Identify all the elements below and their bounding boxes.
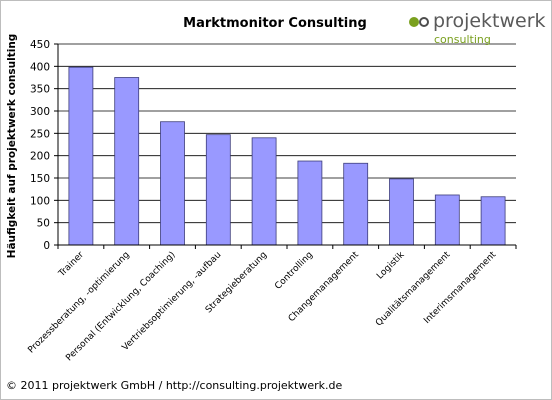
x-tick-label: Trainer xyxy=(56,250,86,280)
footer-copyright: © 2011 projektwerk GmbH / http://consult… xyxy=(6,379,343,392)
logo-name: projektwerk xyxy=(433,10,546,32)
x-tick-label: Logistik xyxy=(375,249,407,281)
logo-sub: consulting xyxy=(434,33,491,46)
y-axis-label: Häufigkeit auf projektwerk consulting xyxy=(6,34,18,259)
y-tick-labels: 0 50 100 150 200 250 300 350 400 450 xyxy=(30,39,50,252)
y-tick-label: 100 xyxy=(30,195,50,207)
bar xyxy=(297,160,323,246)
bar xyxy=(251,137,277,246)
y-tick-label: 150 xyxy=(30,173,50,185)
x-tick-label: Vertriebsoptimierung, -aufbau xyxy=(121,250,224,353)
chart-title: Marktmonitor Consulting xyxy=(183,16,367,31)
x-tick-label: Prozessberatung, -optimierung xyxy=(26,250,131,355)
logo-dot-dark-icon xyxy=(419,17,429,27)
logo-dot-green-icon xyxy=(409,17,419,27)
y-tick-label: 50 xyxy=(37,218,50,230)
bar xyxy=(389,178,414,246)
x-tick-label: Controlling xyxy=(273,250,315,292)
bar xyxy=(114,77,140,246)
axes xyxy=(54,43,517,249)
bar xyxy=(68,66,94,246)
bar xyxy=(343,162,369,246)
bar xyxy=(434,194,460,246)
y-tick-label: 250 xyxy=(30,128,50,140)
bar xyxy=(160,121,185,246)
bar xyxy=(480,196,506,246)
y-tick-label: 400 xyxy=(30,61,50,73)
bar xyxy=(205,134,231,246)
y-tick-label: 300 xyxy=(30,106,50,118)
y-tick-label: 200 xyxy=(30,151,50,163)
x-tick-label: Qualitätsmanagement xyxy=(374,250,453,329)
y-tick-label: 350 xyxy=(30,84,50,96)
logo-icon xyxy=(409,17,429,27)
y-tick-label: 0 xyxy=(43,240,50,252)
y-tick-label: 450 xyxy=(30,39,50,51)
bars xyxy=(68,66,506,246)
